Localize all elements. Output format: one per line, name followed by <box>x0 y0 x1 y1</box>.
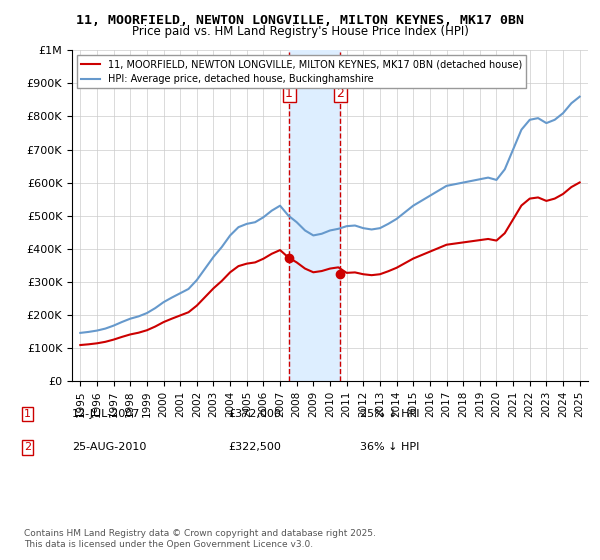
Text: 1: 1 <box>285 87 293 100</box>
Text: 25% ↓ HPI: 25% ↓ HPI <box>360 409 419 419</box>
Text: 25-AUG-2010: 25-AUG-2010 <box>72 442 146 452</box>
Text: 2: 2 <box>337 87 344 100</box>
Text: £322,500: £322,500 <box>228 442 281 452</box>
Text: 2: 2 <box>24 442 31 452</box>
Legend: 11, MOORFIELD, NEWTON LONGVILLE, MILTON KEYNES, MK17 0BN (detached house), HPI: : 11, MOORFIELD, NEWTON LONGVILLE, MILTON … <box>77 55 526 88</box>
Text: Price paid vs. HM Land Registry's House Price Index (HPI): Price paid vs. HM Land Registry's House … <box>131 25 469 38</box>
Text: Contains HM Land Registry data © Crown copyright and database right 2025.
This d: Contains HM Land Registry data © Crown c… <box>24 529 376 549</box>
Bar <box>289 50 340 381</box>
Text: 11, MOORFIELD, NEWTON LONGVILLE, MILTON KEYNES, MK17 0BN: 11, MOORFIELD, NEWTON LONGVILLE, MILTON … <box>76 14 524 27</box>
Text: 12-JUL-2007: 12-JUL-2007 <box>72 409 140 419</box>
Text: 1: 1 <box>24 409 31 419</box>
Text: £372,000: £372,000 <box>228 409 281 419</box>
Text: 36% ↓ HPI: 36% ↓ HPI <box>360 442 419 452</box>
